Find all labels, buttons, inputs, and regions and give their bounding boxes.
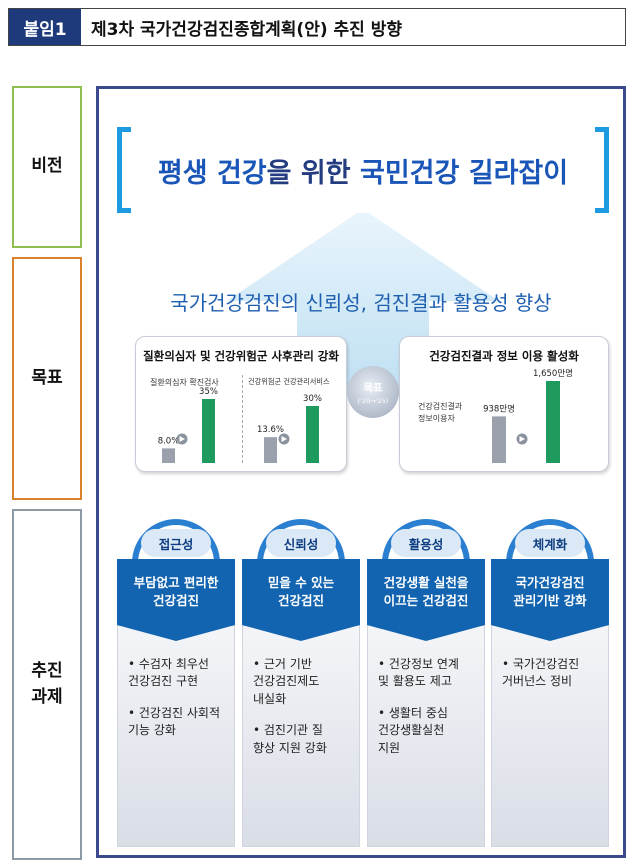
diagram-main: 평생 건강을 위한 국민건강 길라잡이 국가건강검진의 신뢰성, 검진결과 활용…: [96, 86, 626, 858]
bracket-left: [117, 127, 131, 213]
bar-2-현재: [492, 416, 506, 463]
task-cards: 접근성 부담없고 편리한 건강검진 • 수검자 최우선 건강검진 구현 • 건강…: [117, 519, 609, 854]
goal-badge-label: 목표: [363, 381, 383, 394]
bar-label-1-현재: 13.6%: [257, 425, 284, 435]
card-body: • 국가건강검진 거버넌스 정비: [491, 625, 609, 847]
upward-arrow: [227, 209, 499, 389]
panel-left-sub2: 건강위험군 건강관리서비스: [248, 377, 330, 386]
vision-part3: 국민건강 길라잡이: [359, 158, 569, 189]
card-notch: [367, 625, 485, 641]
bar-label-0-목표: 35%: [199, 387, 218, 397]
bar-2-목표: [546, 381, 560, 463]
label-vision: 비전: [12, 86, 82, 248]
card-bullet: • 검진기관 질 향상 지원 강화: [253, 723, 327, 755]
bar-label-2-현재: 938만명: [483, 403, 515, 414]
vision-statement: 평생 건강을 위한 국민건강 길라잡이: [117, 151, 609, 190]
panel-left-sub1: 질환의심자 확진검사: [150, 378, 219, 387]
label-goal: 목표: [12, 257, 82, 500]
card-notch: [491, 625, 609, 641]
panel-divider: [242, 375, 243, 463]
chart-right: 938만명 1,650만명: [483, 368, 573, 463]
vision-box: 평생 건강을 위한 국민건강 길라잡이: [117, 127, 609, 213]
task-card-access: 접근성 부담없고 편리한 건강검진 • 수검자 최우선 건강검진 구현 • 건강…: [117, 519, 235, 849]
label-task: 추진 과제: [12, 509, 82, 860]
arrow-right-icon: [519, 436, 525, 442]
panel-right-title: 건강검진결과 정보 이용 활성화: [429, 349, 579, 363]
card-tag: 활용성: [391, 529, 461, 557]
vision-part2: 을 위한: [266, 158, 360, 189]
goal-badge: 목표 ('20→'25): [347, 366, 399, 418]
arrow-right-icon: [179, 436, 185, 442]
page-title: 제3차 국가건강검진종합계획(안) 추진 방향: [91, 19, 403, 40]
page-header: 붙임1 제3차 국가건강검진종합계획(안) 추진 방향: [8, 8, 626, 46]
bar-0-목표: [202, 399, 215, 463]
card-tag: 체계화: [515, 529, 585, 557]
bracket-right: [595, 127, 609, 213]
card-heading: 부담없고 편리한 건강검진: [117, 559, 235, 625]
panel-left-title: 질환의심자 및 건강위험군 사후관리 강화: [143, 349, 339, 363]
chart-left: 8.0% 35% 13.6% 30%: [158, 387, 322, 463]
card-bullet: • 근거 기반 건강검진제도 내실화: [253, 657, 320, 706]
arrow-right-icon: [281, 436, 287, 442]
card-tag: 신뢰성: [266, 529, 336, 557]
panel-right-sub: 건강검진결과 정보이용자: [418, 402, 463, 423]
card-bullet: • 건강정보 연계 및 활용도 제고: [378, 657, 459, 689]
card-notch: [117, 625, 235, 641]
panel-follow-up: 질환의심자 및 건강위험군 사후관리 강화 질환의심자 확진검사 건강위험군 건…: [135, 336, 347, 472]
bar-label-1-목표: 30%: [303, 394, 322, 404]
card-body: • 수검자 최우선 건강검진 구현 • 건강검진 사회적 기능 강화: [117, 625, 235, 847]
panel-info-use: 건강검진결과 정보 이용 활성화 건강검진결과 정보이용자 938만명 1,650…: [399, 336, 609, 472]
goal-title: 국가건강검진의 신뢰성, 검진결과 활용성 향상: [170, 291, 552, 315]
card-notch: [242, 625, 360, 641]
bar-1-목표: [306, 406, 319, 463]
vision-part1: 평생 건강: [157, 158, 267, 189]
card-bullet: • 국가건강검진 거버넌스 정비: [502, 657, 580, 689]
bar-0-현재: [162, 448, 175, 463]
bar-1-현재: [264, 437, 277, 463]
card-bullet: • 생활터 중심 건강생활실천 지원: [378, 705, 448, 755]
attachment-tag: 붙임1: [9, 9, 81, 45]
task-card-system: 체계화 국가건강검진 관리기반 강화 • 국가건강검진 거버넌스 정비: [491, 519, 609, 849]
card-tag: 접근성: [141, 529, 211, 557]
card-heading: 건강생활 실천을 이끄는 건강검진: [367, 559, 485, 625]
card-body: • 근거 기반 건강검진제도 내실화 • 검진기관 질 향상 지원 강화: [242, 625, 360, 847]
card-heading: 국가건강검진 관리기반 강화: [491, 559, 609, 625]
card-heading: 믿을 수 있는 건강검진: [242, 559, 360, 625]
goal-badge-sub: ('20→'25): [357, 396, 389, 405]
task-card-reliability: 신뢰성 믿을 수 있는 건강검진 • 근거 기반 건강검진제도 내실화 • 검진…: [242, 519, 360, 849]
card-bullet: • 건강검진 사회적 기능 강화: [128, 705, 220, 738]
task-card-usability: 활용성 건강생활 실천을 이끄는 건강검진 • 건강정보 연계 및 활용도 제고…: [367, 519, 485, 849]
card-bullet: • 수검자 최우선 건강검진 구현: [128, 657, 209, 689]
bar-label-0-현재: 8.0%: [158, 436, 180, 446]
bar-label-2-목표: 1,650만명: [533, 368, 573, 379]
card-body: • 건강정보 연계 및 활용도 제고 • 생활터 중심 건강생활실천 지원: [367, 625, 485, 847]
